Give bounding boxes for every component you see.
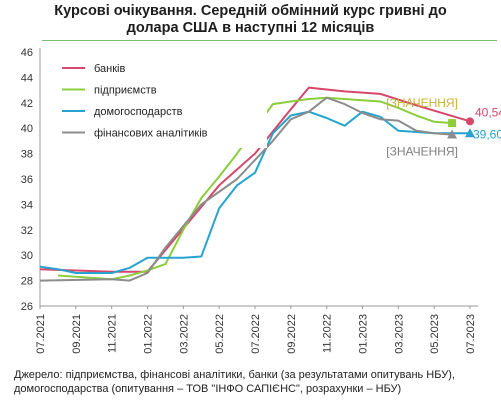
series-end-marker xyxy=(448,119,457,128)
y-tick-label: 38 xyxy=(21,149,33,161)
chart-title-line-2: доларa США в наступні 12 місяців xyxy=(126,20,375,36)
legend-box xyxy=(52,58,267,148)
x-tick-label: 03.2023 xyxy=(393,314,405,354)
x-tick-label: 11.2022 xyxy=(322,314,334,353)
source-note: Джерело: підприємства, фінансові аналіти… xyxy=(14,368,494,396)
x-tick-label: 05.2022 xyxy=(214,314,226,354)
x-tick-label: 05.2023 xyxy=(429,314,441,354)
series-end-marker xyxy=(447,129,458,139)
legend-label: фінансових аналітиків xyxy=(94,128,208,140)
x-tick-label: 09.2022 xyxy=(286,314,298,354)
x-tick-label: 01.2023 xyxy=(358,314,370,354)
series-line xyxy=(39,96,453,282)
series-end-marker xyxy=(465,128,475,138)
series-line xyxy=(57,96,453,281)
y-tick-label: 34 xyxy=(21,199,33,211)
end-label-analysts: [ЗНАЧЕННЯ] xyxy=(386,145,458,159)
title-divider xyxy=(42,40,497,41)
x-tick-label: 07.2023 xyxy=(465,314,477,354)
legend-label: домогосподарств xyxy=(94,106,183,118)
x-tick-label: 07.2022 xyxy=(250,314,262,354)
series-line xyxy=(39,110,470,274)
chart-title: Курсові очікування. Середній обмінний ку… xyxy=(0,3,501,37)
chart-title-line-1: Курсові очікування. Середній обмінний ку… xyxy=(54,3,447,19)
legend-label: підприємств xyxy=(94,85,157,97)
y-tick-label: 42 xyxy=(21,98,33,110)
y-tick-label: 40 xyxy=(21,123,33,135)
end-label-households: 39,60 xyxy=(473,127,501,141)
y-tick-label: 32 xyxy=(21,225,33,237)
series-end-marker xyxy=(466,117,474,126)
legend-label: банків xyxy=(94,63,125,75)
x-tick-label: 03.2022 xyxy=(178,314,190,354)
series-line xyxy=(39,86,471,273)
source-line-1: Джерело: підприємства, фінансові аналіти… xyxy=(14,369,455,381)
x-tick-label: 11.2021 xyxy=(107,314,119,353)
y-tick-label: 36 xyxy=(21,174,33,186)
x-tick-label: 01.2022 xyxy=(143,314,155,354)
x-tick-label: 07.2021 xyxy=(35,314,47,354)
y-tick-label: 46 xyxy=(21,47,33,59)
y-tick-label: 44 xyxy=(21,72,33,84)
y-tick-label: 30 xyxy=(21,250,33,262)
end-label-enterprises: [ЗНАЧЕННЯ] xyxy=(386,96,458,110)
source-line-2: домогосподарства (опитування – ТОВ "ІНФО… xyxy=(14,383,402,395)
y-tick-label: 28 xyxy=(21,276,33,288)
end-label-banks: 40,54 xyxy=(475,105,501,119)
y-tick-label: 26 xyxy=(21,301,33,313)
x-tick-label: 09.2021 xyxy=(71,314,83,354)
